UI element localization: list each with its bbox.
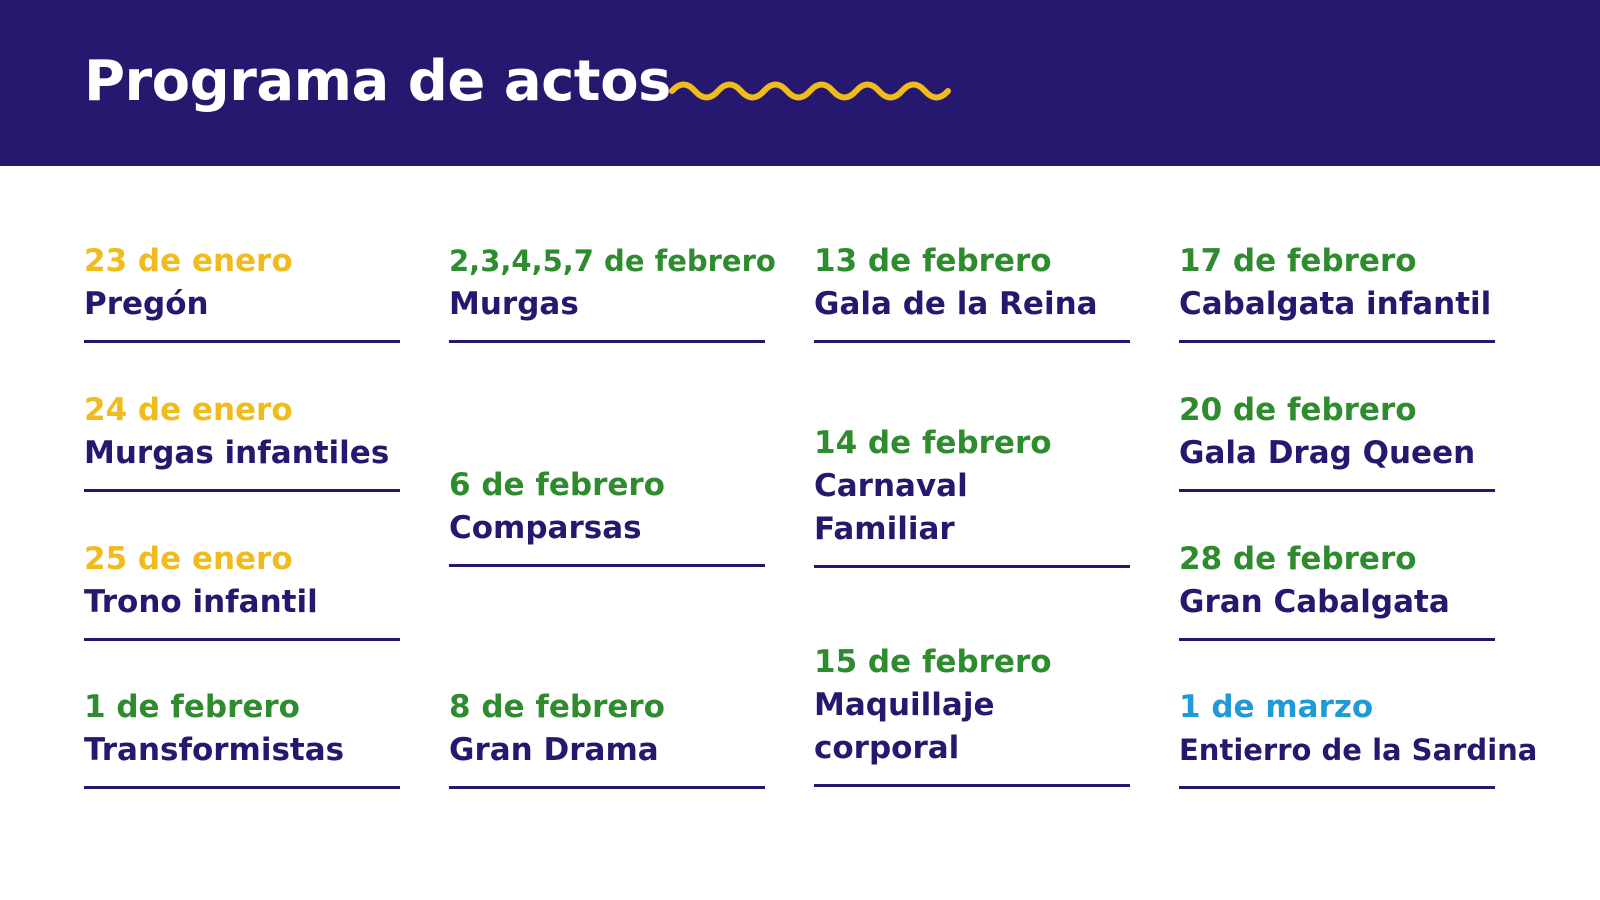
- event-date: 15 de febrero: [814, 644, 1052, 680]
- event-name: Murgas infantiles: [84, 435, 390, 471]
- event-gran-drama: 8 de febrero Gran Drama: [449, 686, 765, 789]
- event-gran-cabalgata: 28 de febrero Gran Cabalgata: [1179, 538, 1495, 641]
- divider: [814, 340, 1130, 343]
- page-title: Programa de actos: [84, 49, 671, 114]
- divider: [1179, 489, 1495, 492]
- event-gala-de-la-reina: 13 de febrero Gala de la Reina: [814, 240, 1130, 343]
- divider: [449, 564, 765, 567]
- event-carnaval-familiar: 14 de febrero Carnaval Familiar: [814, 422, 1130, 568]
- header-banner: Programa de actos: [0, 0, 1600, 166]
- event-pregon: 23 de enero Pregón: [84, 240, 400, 343]
- event-date: 25 de enero: [84, 541, 293, 577]
- event-date: 17 de febrero: [1179, 243, 1417, 279]
- event-murgas-infantiles: 24 de enero Murgas infantiles: [84, 389, 400, 492]
- event-date: 20 de febrero: [1179, 392, 1417, 428]
- event-maquillaje-corporal: 15 de febrero Maquillaje corporal: [814, 641, 1130, 787]
- divider: [449, 340, 765, 343]
- event-name: Murgas: [449, 286, 579, 322]
- event-date: 14 de febrero: [814, 425, 1052, 461]
- divider: [1179, 638, 1495, 641]
- event-name: Comparsas: [449, 510, 642, 546]
- divider: [814, 784, 1130, 787]
- event-name: Gran Cabalgata: [1179, 584, 1450, 620]
- event-name: Entierro de la Sardina: [1179, 733, 1538, 767]
- event-name: Gala Drag Queen: [1179, 435, 1476, 471]
- divider: [84, 489, 400, 492]
- event-date: 13 de febrero: [814, 243, 1052, 279]
- event-name: Cabalgata infantil: [1179, 286, 1492, 322]
- event-name: Gran Drama: [449, 732, 659, 768]
- divider: [1179, 786, 1495, 789]
- event-name: Trono infantil: [84, 584, 318, 620]
- divider: [449, 786, 765, 789]
- event-date: 1 de marzo: [1179, 689, 1374, 725]
- event-name: Maquillaje corporal: [814, 687, 995, 766]
- divider: [1179, 340, 1495, 343]
- divider: [814, 565, 1130, 568]
- event-date: 8 de febrero: [449, 689, 665, 725]
- event-name: Gala de la Reina: [814, 286, 1098, 322]
- event-name: Transformistas: [84, 732, 345, 768]
- event-name: Carnaval Familiar: [814, 468, 968, 547]
- event-cabalgata-infantil: 17 de febrero Cabalgata infantil: [1179, 240, 1495, 343]
- event-name: Pregón: [84, 286, 209, 322]
- event-gala-drag-queen: 20 de febrero Gala Drag Queen: [1179, 389, 1495, 492]
- event-date: 28 de febrero: [1179, 541, 1417, 577]
- divider: [84, 340, 400, 343]
- divider: [84, 638, 400, 641]
- event-date: 1 de febrero: [84, 689, 300, 725]
- event-murgas: 2,3,4,5,7 de febrero Murgas: [449, 240, 776, 343]
- event-date: 2,3,4,5,7 de febrero: [449, 244, 776, 278]
- event-date: 6 de febrero: [449, 467, 665, 503]
- event-comparsas: 6 de febrero Comparsas: [449, 464, 765, 567]
- event-trono-infantil: 25 de enero Trono infantil: [84, 538, 400, 641]
- event-date: 23 de enero: [84, 243, 293, 279]
- event-transformistas: 1 de febrero Transformistas: [84, 686, 400, 789]
- event-entierro-de-la-sardina: 1 de marzo Entierro de la Sardina: [1179, 686, 1538, 789]
- wave-decoration-icon: [669, 81, 951, 101]
- divider: [84, 786, 400, 789]
- event-date: 24 de enero: [84, 392, 293, 428]
